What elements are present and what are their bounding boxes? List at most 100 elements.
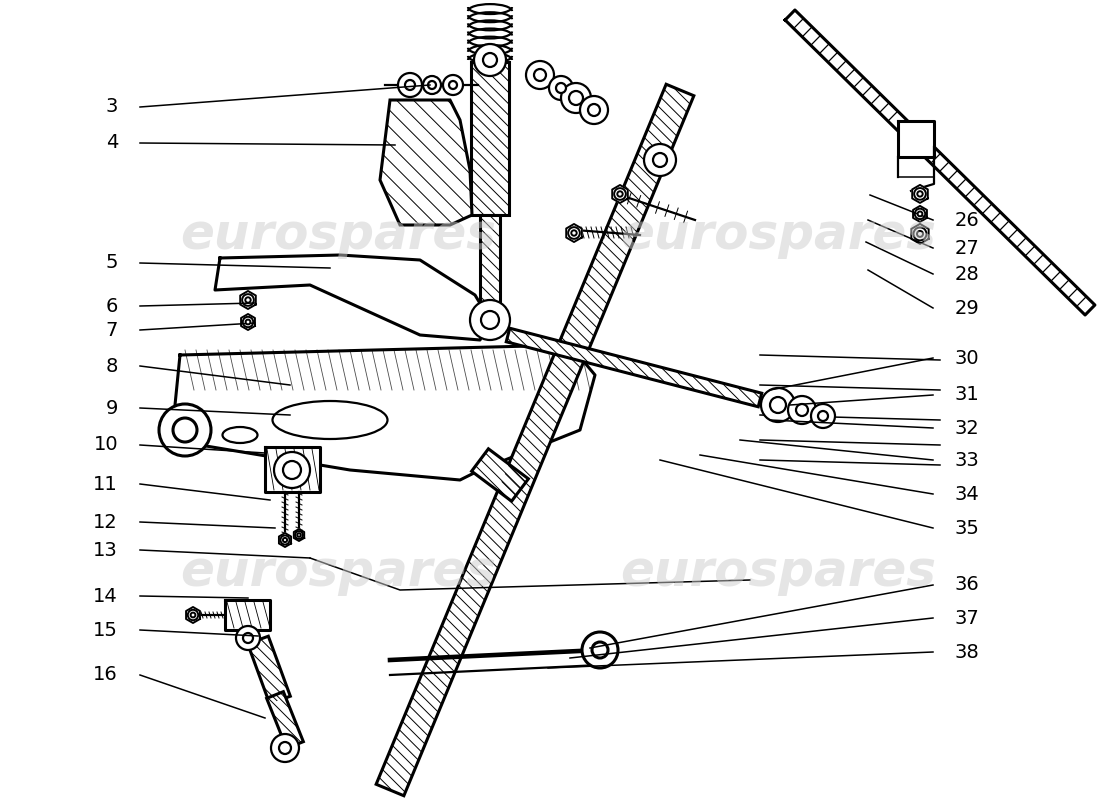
Circle shape [534,69,546,81]
Text: 14: 14 [94,586,118,606]
Text: 36: 36 [955,575,980,594]
Circle shape [788,396,816,424]
Circle shape [569,91,583,105]
Circle shape [549,76,573,100]
Circle shape [405,80,415,90]
Circle shape [245,298,251,302]
Polygon shape [175,345,595,480]
Circle shape [190,613,196,618]
PathPatch shape [471,62,509,215]
Circle shape [173,418,197,442]
Polygon shape [613,185,628,203]
Polygon shape [785,10,1094,315]
Text: 3: 3 [106,98,118,117]
Text: 7: 7 [106,321,118,339]
Text: 5: 5 [106,254,118,273]
Polygon shape [241,314,255,330]
Text: 37: 37 [955,609,980,627]
Polygon shape [214,255,490,340]
Text: 13: 13 [94,541,118,559]
Text: eurospares: eurospares [180,211,496,259]
Ellipse shape [273,401,387,439]
Text: 6: 6 [106,297,118,315]
Circle shape [160,404,211,456]
Text: 35: 35 [955,518,980,538]
Text: 26: 26 [955,210,980,230]
Text: eurospares: eurospares [620,211,936,259]
Circle shape [279,742,292,754]
Text: 10: 10 [94,435,118,454]
Circle shape [561,83,591,113]
Text: 9: 9 [106,398,118,418]
PathPatch shape [266,692,304,748]
Circle shape [474,44,506,76]
Text: 33: 33 [955,450,980,470]
Circle shape [236,626,260,650]
Circle shape [483,53,497,67]
Polygon shape [265,447,320,492]
Circle shape [242,294,254,306]
Text: 27: 27 [955,238,980,258]
Circle shape [580,96,608,124]
PathPatch shape [248,636,290,704]
Text: 38: 38 [955,642,980,662]
Polygon shape [912,185,927,203]
Circle shape [917,191,923,197]
Circle shape [796,404,808,416]
Circle shape [556,83,566,93]
Circle shape [470,300,510,340]
Text: eurospares: eurospares [180,548,496,596]
Text: 8: 8 [106,357,118,375]
Text: 34: 34 [955,485,980,503]
Circle shape [917,231,923,237]
Circle shape [811,404,835,428]
Text: 30: 30 [955,349,980,367]
Text: 4: 4 [106,134,118,153]
Text: 29: 29 [955,298,980,318]
Circle shape [297,533,300,537]
Text: 12: 12 [94,513,118,531]
Circle shape [761,388,795,422]
Circle shape [770,397,786,413]
Circle shape [274,452,310,488]
Circle shape [917,211,923,216]
Circle shape [571,230,576,236]
Circle shape [243,317,253,327]
Ellipse shape [222,427,257,443]
Text: 16: 16 [94,666,118,685]
Circle shape [245,319,251,325]
Polygon shape [566,224,582,242]
Circle shape [280,535,289,545]
Circle shape [914,188,926,200]
Circle shape [283,538,287,542]
Circle shape [243,633,253,643]
Circle shape [526,61,554,89]
Circle shape [588,104,600,116]
Circle shape [592,642,608,658]
Text: 15: 15 [94,621,118,639]
Circle shape [568,227,580,239]
Polygon shape [186,607,200,623]
Polygon shape [898,121,934,157]
Text: 28: 28 [955,265,980,283]
Circle shape [913,227,926,240]
Text: 11: 11 [94,474,118,494]
Polygon shape [226,600,270,630]
PathPatch shape [480,215,501,310]
Circle shape [617,191,623,197]
Circle shape [614,188,626,200]
PathPatch shape [506,328,761,406]
Circle shape [443,75,463,95]
PathPatch shape [379,100,472,225]
PathPatch shape [472,449,528,501]
Circle shape [428,81,436,89]
Polygon shape [240,291,256,309]
Circle shape [398,73,422,97]
Polygon shape [279,533,292,547]
Circle shape [449,81,456,89]
Polygon shape [911,224,928,244]
Circle shape [481,311,499,329]
Circle shape [915,209,925,219]
Polygon shape [294,529,305,541]
Circle shape [653,153,667,167]
